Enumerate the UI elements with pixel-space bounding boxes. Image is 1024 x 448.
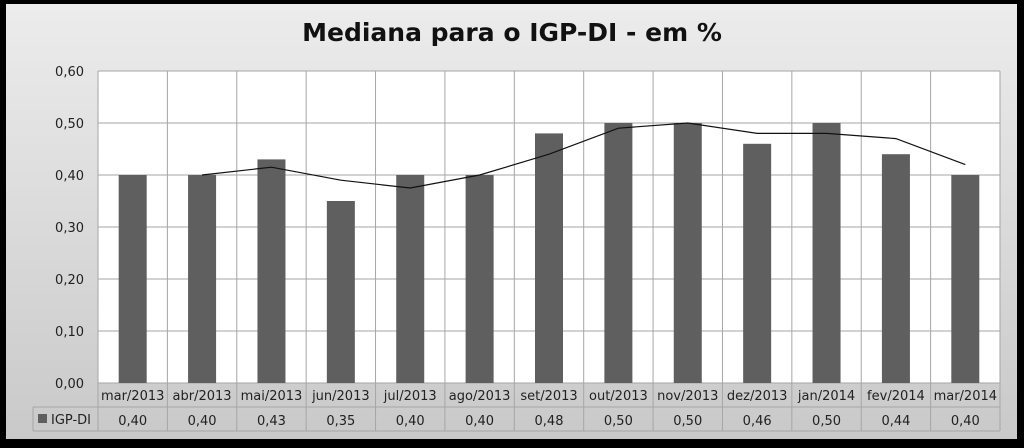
bar-out/2013 [604,123,633,383]
data-table-value: 0,43 [257,414,286,429]
bar-mar/2014 [951,175,980,383]
x-tick-label: out/2013 [589,389,648,404]
y-tick-label: 0,60 [55,65,84,80]
y-tick-label: 0,40 [55,169,84,184]
data-table-value: 0,35 [326,414,355,429]
x-tick-label: mar/2013 [101,389,164,404]
bar-ago/2013 [465,175,494,383]
y-tick-label: 0,50 [55,117,84,132]
x-tick-label: mar/2014 [934,389,997,404]
x-tick-label: jun/2013 [311,389,370,404]
x-tick-label: abr/2013 [173,389,232,404]
x-tick-label: dez/2013 [727,389,788,404]
data-table-value: 0,40 [951,414,980,429]
bar-mai/2013 [257,159,286,383]
data-table-value: 0,46 [743,414,772,429]
bar-jul/2013 [396,175,425,383]
data-table-value: 0,50 [812,414,841,429]
data-table-value: 0,40 [465,414,494,429]
trendline [202,122,966,189]
x-tick-label: nov/2013 [657,389,718,404]
data-table-value: 0,40 [396,414,425,429]
x-tick-label: ago/2013 [449,389,511,404]
data-table-value: 0,48 [535,414,564,429]
data-table-value: 0,44 [881,414,910,429]
bar-set/2013 [535,133,563,383]
data-table-value: 0,50 [604,414,633,429]
bar-jan/2014 [812,123,841,383]
y-tick-label: 0,10 [55,325,84,340]
x-tick-label: set/2013 [520,389,577,404]
y-tick-label: 0,00 [55,377,84,392]
x-tick-label: jan/2014 [797,389,855,404]
x-tick-label: fev/2014 [867,389,925,404]
bar-jun/2013 [326,201,355,383]
data-table-value: 0,50 [673,414,702,429]
legend-swatch [38,414,47,423]
bar-abr/2013 [188,175,217,383]
data-table-value: 0,40 [188,414,217,429]
chart-title: Mediana para o IGP-DI - em % [302,18,722,47]
data-table-value: 0,40 [118,414,147,429]
x-tick-label: jul/2013 [383,389,437,404]
y-tick-label: 0,30 [55,221,84,236]
legend-label: IGP-DI [51,413,91,428]
bar-nov/2013 [673,123,702,383]
bar-mar/2013 [118,175,147,383]
bar-dez/2013 [743,143,772,383]
x-tick-label: mai/2013 [241,389,303,404]
y-tick-label: 0,20 [55,273,84,288]
bar-fev/2014 [881,154,910,383]
